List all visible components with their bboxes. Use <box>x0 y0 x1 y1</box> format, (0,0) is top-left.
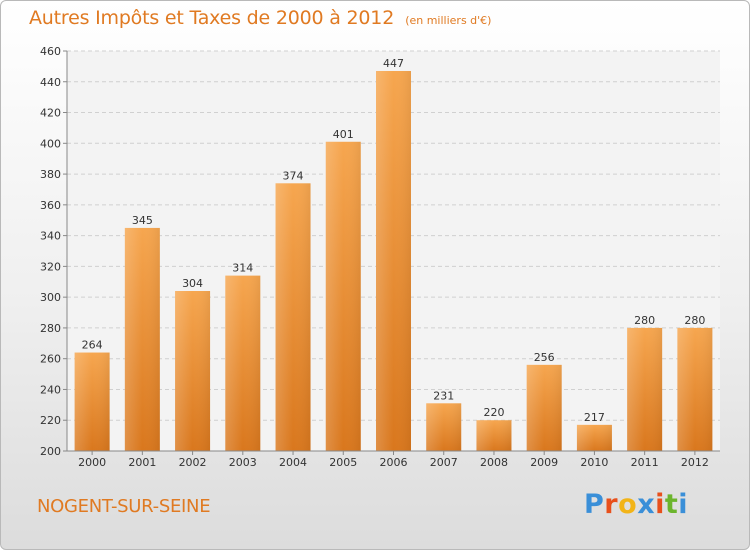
x-tick-label: 2012 <box>681 456 709 469</box>
logo-letter: o <box>618 489 638 520</box>
y-tick-label: 260 <box>40 353 61 366</box>
x-tick-label: 2009 <box>530 456 558 469</box>
data-label: 401 <box>333 128 354 141</box>
x-tick-label: 2000 <box>78 456 106 469</box>
logo-letter: i <box>678 489 689 520</box>
y-tick-label: 400 <box>40 137 61 150</box>
bar <box>275 183 311 452</box>
x-tick-label: 2007 <box>430 456 458 469</box>
y-tick-label: 420 <box>40 107 61 120</box>
bar <box>677 327 713 451</box>
logo-letter: P <box>584 489 605 520</box>
bar <box>426 403 462 451</box>
logo-letter: r <box>604 489 619 520</box>
chart-subtitle: (en milliers d'€) <box>405 14 492 27</box>
data-label: 256 <box>534 351 555 364</box>
data-label: 304 <box>182 277 203 290</box>
y-tick-label: 300 <box>40 291 61 304</box>
y-tick-label: 200 <box>40 445 61 458</box>
logo-letter: i <box>655 489 665 520</box>
data-label: 220 <box>483 406 504 419</box>
chart-title: Autres Impôts et Taxes de 2000 à 2012 <box>29 7 395 29</box>
title-row: Autres Impôts et Taxes de 2000 à 2012 (e… <box>29 7 491 29</box>
x-tick-label: 2008 <box>480 456 508 469</box>
data-label: 345 <box>132 214 153 227</box>
bar <box>576 424 612 451</box>
data-label: 231 <box>433 389 454 402</box>
bar <box>225 275 261 451</box>
y-tick-label: 280 <box>40 322 61 335</box>
bar <box>376 71 411 451</box>
bar <box>175 291 211 451</box>
data-label: 280 <box>684 314 705 327</box>
x-tick-label: 2010 <box>580 456 608 469</box>
proxiti-logo: Proxiti <box>584 489 688 520</box>
x-tick-label: 2011 <box>631 456 659 469</box>
bar <box>325 141 361 451</box>
x-tick-label: 2001 <box>128 456 156 469</box>
y-tick-label: 460 <box>40 45 61 58</box>
bar <box>74 352 110 451</box>
y-tick-label: 340 <box>40 230 61 243</box>
y-tick-label: 360 <box>40 199 61 212</box>
logo-letter: x <box>637 489 656 520</box>
data-label: 374 <box>283 169 304 182</box>
x-tick-label: 2005 <box>329 456 357 469</box>
x-tick-label: 2006 <box>380 456 408 469</box>
data-label: 314 <box>232 262 253 275</box>
bar <box>476 420 512 451</box>
y-tick-label: 220 <box>40 414 61 427</box>
data-label: 217 <box>584 411 605 424</box>
bar <box>627 327 663 451</box>
y-tick-label: 440 <box>40 76 61 89</box>
y-tick-label: 380 <box>40 168 61 181</box>
data-label: 280 <box>634 314 655 327</box>
logo-letter: t <box>664 489 679 520</box>
y-tick-label: 240 <box>40 383 61 396</box>
data-label: 447 <box>383 57 404 70</box>
commune-name: NOGENT-SUR-SEINE <box>37 496 211 517</box>
bar <box>526 364 562 451</box>
x-tick-label: 2004 <box>279 456 307 469</box>
y-tick-label: 320 <box>40 260 61 273</box>
bar <box>124 227 160 451</box>
x-tick-label: 2002 <box>179 456 207 469</box>
data-label: 264 <box>82 339 103 352</box>
x-tick-label: 2003 <box>229 456 257 469</box>
